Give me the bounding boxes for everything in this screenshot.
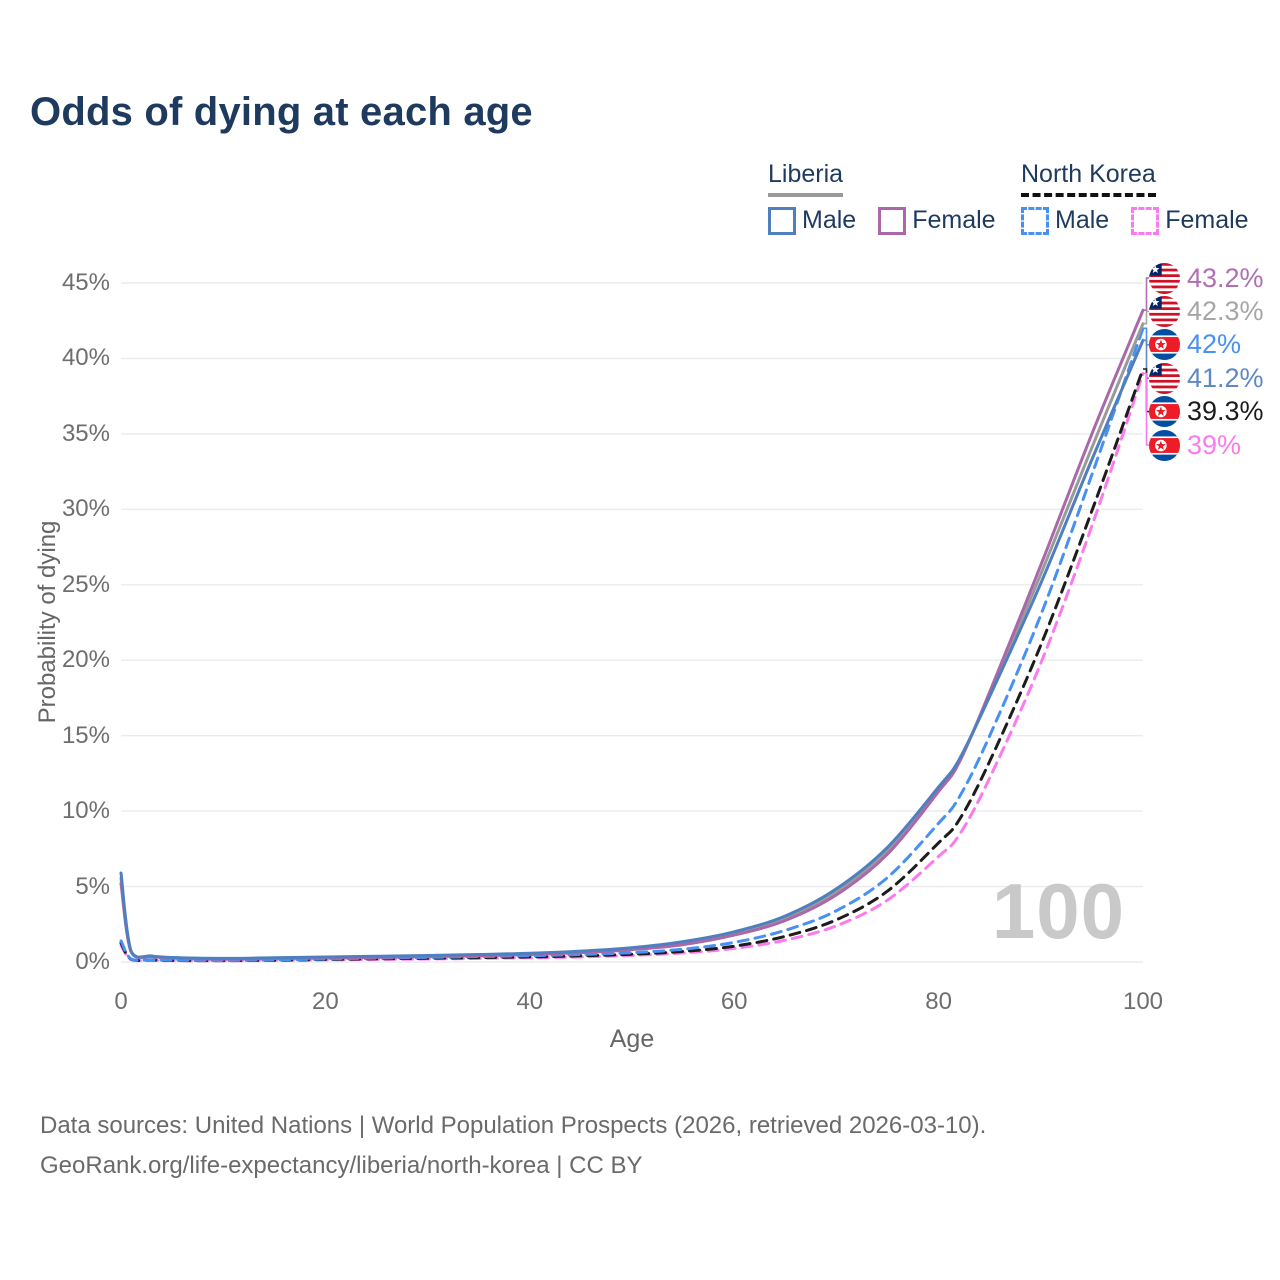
legend-toggle-north-korea-female[interactable]: Female: [1131, 206, 1249, 235]
x-tick-label: 100: [1122, 988, 1164, 1015]
legend-swatch: [1131, 206, 1160, 235]
data-sources-line: Data sources: United Nations | World Pop…: [40, 1112, 987, 1139]
legend-toggle-liberia-female[interactable]: Female: [878, 206, 996, 235]
page-title: Odds of dying at each age: [30, 90, 533, 134]
legend-item-label: Male: [1055, 206, 1110, 234]
series-liberia-male-line: [119, 338, 1145, 960]
legend-swatch: [768, 206, 796, 235]
gridlines: [121, 282, 1143, 963]
series-lines: [119, 308, 1145, 963]
leader-line: [1143, 327, 1150, 346]
north-korea-flag-icon: [1149, 396, 1180, 428]
x-tick-label: 20: [312, 988, 339, 1015]
liberia-flag-icon: [1149, 295, 1180, 327]
series-liberia-female-line: [119, 308, 1145, 961]
legend-item-label: Male: [802, 206, 857, 234]
x-tick-label: 0: [114, 988, 128, 1015]
legend-swatch: [878, 206, 907, 235]
leader-line: [1143, 372, 1150, 446]
y-tick-label: 20%: [61, 646, 110, 674]
y-tick-label: 10%: [61, 797, 110, 825]
series-liberia-line: [119, 322, 1145, 961]
x-tick-label: 80: [925, 988, 952, 1015]
legend-group-north-korea: North Korea Male Female: [1021, 160, 1249, 235]
north-korea-flag-icon: [1149, 429, 1180, 461]
legend-item-label: Female: [912, 206, 996, 234]
legend-toggle-liberia-male[interactable]: Male: [768, 206, 856, 235]
end-label-row-north-korea: 39.3%: [1149, 395, 1264, 429]
leader-line: [1143, 339, 1150, 379]
end-label-value: 42.3%: [1187, 295, 1264, 326]
y-tick-label: 45%: [61, 269, 110, 296]
end-label-value: 43.2%: [1187, 262, 1264, 293]
end-label-row-liberia: 42.3%: [1149, 294, 1264, 328]
legend-items-north-korea: Male Female: [1021, 206, 1249, 235]
hover-age-indicator: 100: [991, 867, 1125, 955]
legend-toggle-north-korea-male[interactable]: Male: [1021, 206, 1109, 235]
leader-line: [1143, 277, 1150, 311]
end-label-value: 42%: [1187, 329, 1242, 360]
legend-group-liberia: Liberia Male Female: [768, 160, 996, 235]
legend-group-liberia-label: Liberia: [768, 160, 844, 197]
end-label-value: 39%: [1187, 429, 1242, 460]
end-label-row-north-korea-male: 42%: [1149, 328, 1241, 362]
y-tick-label: 5%: [75, 872, 110, 900]
x-tick-label: 40: [516, 988, 544, 1015]
attribution-line: GeoRank.org/life-expectancy/liberia/nort…: [40, 1152, 643, 1179]
x-axis-title: Age: [609, 1025, 655, 1053]
north-korea-flag-icon: [1149, 329, 1180, 361]
y-tick-label: 40%: [61, 344, 110, 372]
end-label-value: 39.3%: [1187, 396, 1264, 427]
y-tick-label: 0%: [75, 948, 110, 975]
end-label-row-liberia-female: 43.2%: [1149, 261, 1264, 295]
y-tick-label: 15%: [61, 721, 110, 749]
legend-item-label: Female: [1165, 206, 1249, 234]
legend-items-liberia: Male Female: [768, 206, 996, 235]
end-label-leaders: [1143, 277, 1150, 446]
y-tick-label: 25%: [61, 570, 110, 598]
legend-group-north-korea-label: North Korea: [1021, 160, 1156, 197]
end-label-value: 41.2%: [1187, 362, 1264, 393]
y-tick-label: 30%: [61, 495, 110, 523]
liberia-flag-icon: [1149, 262, 1180, 294]
leader-line: [1143, 310, 1150, 325]
end-label-row-liberia-male: 41.2%: [1149, 361, 1264, 395]
legend-swatch: [1021, 206, 1049, 235]
y-tick-label: 35%: [61, 419, 110, 447]
y-axis-title: Probability of dying: [34, 520, 61, 724]
x-tick-label: 60: [720, 988, 748, 1015]
end-label-row-north-korea-female: 39%: [1149, 428, 1241, 462]
liberia-flag-icon: [1149, 362, 1180, 394]
